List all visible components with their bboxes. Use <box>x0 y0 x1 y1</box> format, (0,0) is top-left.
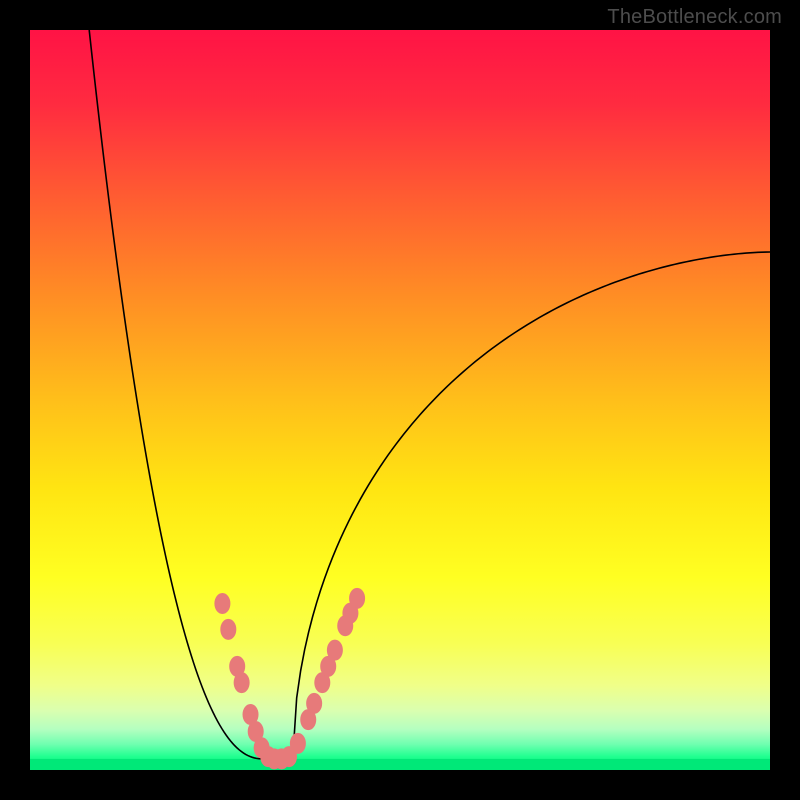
gradient-background <box>30 30 770 770</box>
curve-marker <box>350 588 365 608</box>
curve-marker <box>215 594 230 614</box>
curve-marker <box>234 673 249 693</box>
watermark-text: TheBottleneck.com <box>607 6 782 29</box>
plot-area <box>30 30 770 771</box>
curve-marker <box>290 733 305 753</box>
curve-marker <box>221 619 236 639</box>
curve-marker <box>307 693 322 713</box>
baseline-band <box>30 759 770 771</box>
curve-marker <box>327 640 342 660</box>
bottleneck-chart <box>0 0 800 800</box>
